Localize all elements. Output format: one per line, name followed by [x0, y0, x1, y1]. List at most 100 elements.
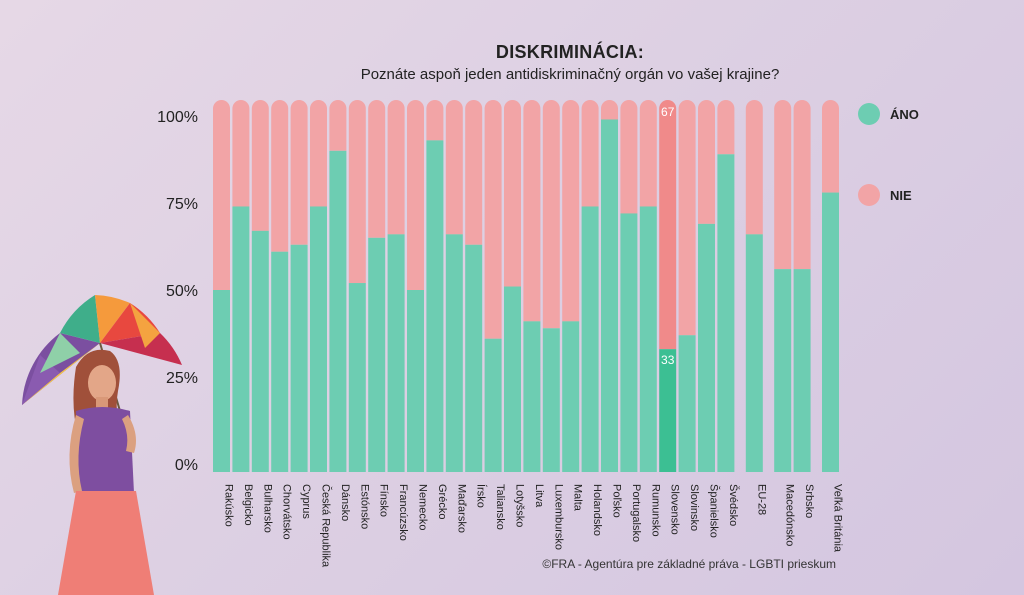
woman-with-umbrella-illustration	[22, 295, 182, 595]
bar-nie-francuzsko	[387, 100, 405, 235]
bar-nie-chorvatsko	[271, 100, 289, 252]
bar-ano-irsko	[465, 244, 483, 472]
bar-nie-lotyssko	[504, 100, 521, 287]
legend-item-ano: ÁNO	[858, 103, 919, 125]
bar-ano-dansko	[329, 150, 347, 473]
bar-nie-irsko	[465, 100, 483, 245]
bar-nie-taliansko	[484, 100, 502, 339]
x-tick-label-lotyssko: Lotyšsko	[514, 484, 526, 527]
bar-nie-rakusko	[213, 100, 230, 290]
x-tick-label-holandsko: Holandsko	[591, 484, 603, 536]
bar-nie-svedsko	[717, 100, 735, 155]
bar-nie-slovensko	[659, 100, 677, 350]
bar-nie-luxembursko	[542, 100, 560, 329]
legend-swatch-nie	[858, 184, 880, 206]
bar-nie-litva	[523, 100, 541, 322]
bar-ano-finsko	[368, 237, 386, 472]
bar-ano-polsko	[601, 119, 618, 472]
x-tick-label-malta: Malta	[572, 484, 584, 512]
bar-ano-portugalsko	[620, 213, 638, 472]
x-tick-label-rumunsko: Rumunsko	[649, 484, 661, 537]
source-credit: ©FRA - Agentúra pre základné práva - LGB…	[542, 557, 836, 571]
umbrella-canopy	[22, 295, 182, 405]
x-tick-label-ceska-republika: Česká Republika	[320, 484, 333, 568]
y-tick-label: 50%	[166, 283, 198, 300]
x-tick-label-svedsko: Švédsko	[727, 484, 740, 526]
bar-nie-polsko	[601, 100, 618, 120]
x-tick-label-chorvatsko: Chorvátsko	[281, 484, 293, 540]
x-tick-label-slovensko: Slovensko	[669, 484, 681, 535]
bar-nie-velka-britania	[822, 100, 839, 193]
y-tick-label: 25%	[166, 370, 198, 387]
bar-ano-bulharsko	[251, 230, 269, 472]
bar-nie-srbsko	[793, 100, 811, 270]
bar-ano-eu-28	[745, 234, 763, 472]
legend-label-ano: ÁNO	[890, 106, 919, 122]
bar-ano-luxembursko	[542, 328, 560, 472]
bar-ano-spanielsko	[698, 223, 715, 472]
x-tick-label-grecko: Grécko	[436, 484, 448, 519]
bar-nie-madarsko	[445, 100, 463, 235]
x-tick-label-rakusko: Rakúsko	[223, 484, 235, 527]
bar-nie-macedonsko	[774, 100, 792, 270]
x-tick-label-irsko: Írsko	[475, 484, 488, 508]
x-tick-label-slovinsko: Slovinsko	[688, 484, 700, 531]
bar-nie-malta	[562, 100, 580, 322]
bar-ano-rakusko	[213, 290, 230, 472]
x-tick-label-srbsko: Srbsko	[803, 484, 815, 518]
bar-ano-macedonsko	[774, 269, 792, 472]
bar-ano-grecko	[426, 140, 444, 473]
y-tick-label: 0%	[175, 457, 198, 474]
bar-nie-portugalsko	[620, 100, 638, 214]
bar-nie-rumunsko	[639, 100, 657, 207]
legend-item-nie: NIE	[858, 184, 912, 206]
bar-ano-velka-britania	[822, 192, 839, 472]
bar-ano-belgicko	[232, 206, 250, 473]
y-tick-label: 100%	[157, 109, 198, 126]
x-tick-label-polsko: Poľsko	[611, 484, 623, 518]
bar-ano-ceska-republika	[310, 206, 327, 473]
bar-ano-nemecko	[407, 290, 424, 472]
bar-ano-francuzsko	[387, 234, 405, 472]
x-tick-label-taliansko: Taliansko	[494, 484, 506, 530]
bar-ano-slovinsko	[678, 335, 696, 472]
bar-nie-ceska-republika	[310, 100, 327, 207]
x-tick-label-madarsko: Maďarsko	[455, 484, 467, 533]
bar-ano-malta	[562, 321, 580, 472]
bar-nie-holandsko	[581, 100, 599, 207]
legend-label-nie: NIE	[890, 187, 912, 203]
bar-nie-grecko	[426, 100, 444, 141]
bar-nie-eu-28	[745, 100, 763, 235]
bar-ano-litva	[523, 321, 541, 472]
bar-ano-taliansko	[484, 338, 502, 472]
x-tick-label-spanielsko: Španielsko	[708, 484, 721, 538]
bar-ano-slovensko	[659, 349, 677, 472]
bar-nie-slovinsko	[678, 100, 696, 336]
x-tick-label-luxembursko: Luxembursko	[552, 484, 564, 550]
bar-ano-estonsko	[348, 283, 366, 472]
x-tick-label-portugalsko: Portugalsko	[630, 484, 642, 542]
bar-ano-svedsko	[717, 154, 735, 472]
bar-ano-holandsko	[581, 206, 599, 473]
data-label-nie-slovensko: 67	[661, 105, 675, 119]
bar-ano-rumunsko	[639, 206, 657, 473]
x-tick-label-litva: Litva	[533, 484, 545, 508]
bar-ano-chorvatsko	[271, 251, 289, 472]
legend-swatch-ano	[858, 103, 880, 125]
chart-title: DISKRIMINÁCIA:	[495, 42, 645, 62]
bar-ano-lotyssko	[504, 286, 521, 472]
bar-nie-belgicko	[232, 100, 250, 207]
x-tick-label-belgicko: Belgicko	[242, 484, 254, 526]
chart-subtitle: Poznáte aspoň jeden antidiskriminačný or…	[360, 66, 780, 83]
x-tick-label-cyprus: Cyprus	[300, 484, 312, 519]
x-tick-label-nemecko: Nemecko	[417, 484, 429, 530]
data-label-ano-slovensko: 33	[661, 353, 675, 367]
x-tick-label-bulharsko: Bulharsko	[261, 484, 273, 533]
y-tick-label: 75%	[166, 196, 198, 213]
x-tick-label-velka-britania: Veľká Británia	[832, 484, 844, 553]
x-tick-label-estonsko: Estónsko	[358, 484, 370, 529]
bar-ano-madarsko	[445, 234, 463, 472]
bar-nie-nemecko	[407, 100, 424, 290]
x-tick-label-macedonsko: Macedónsko	[784, 484, 796, 546]
